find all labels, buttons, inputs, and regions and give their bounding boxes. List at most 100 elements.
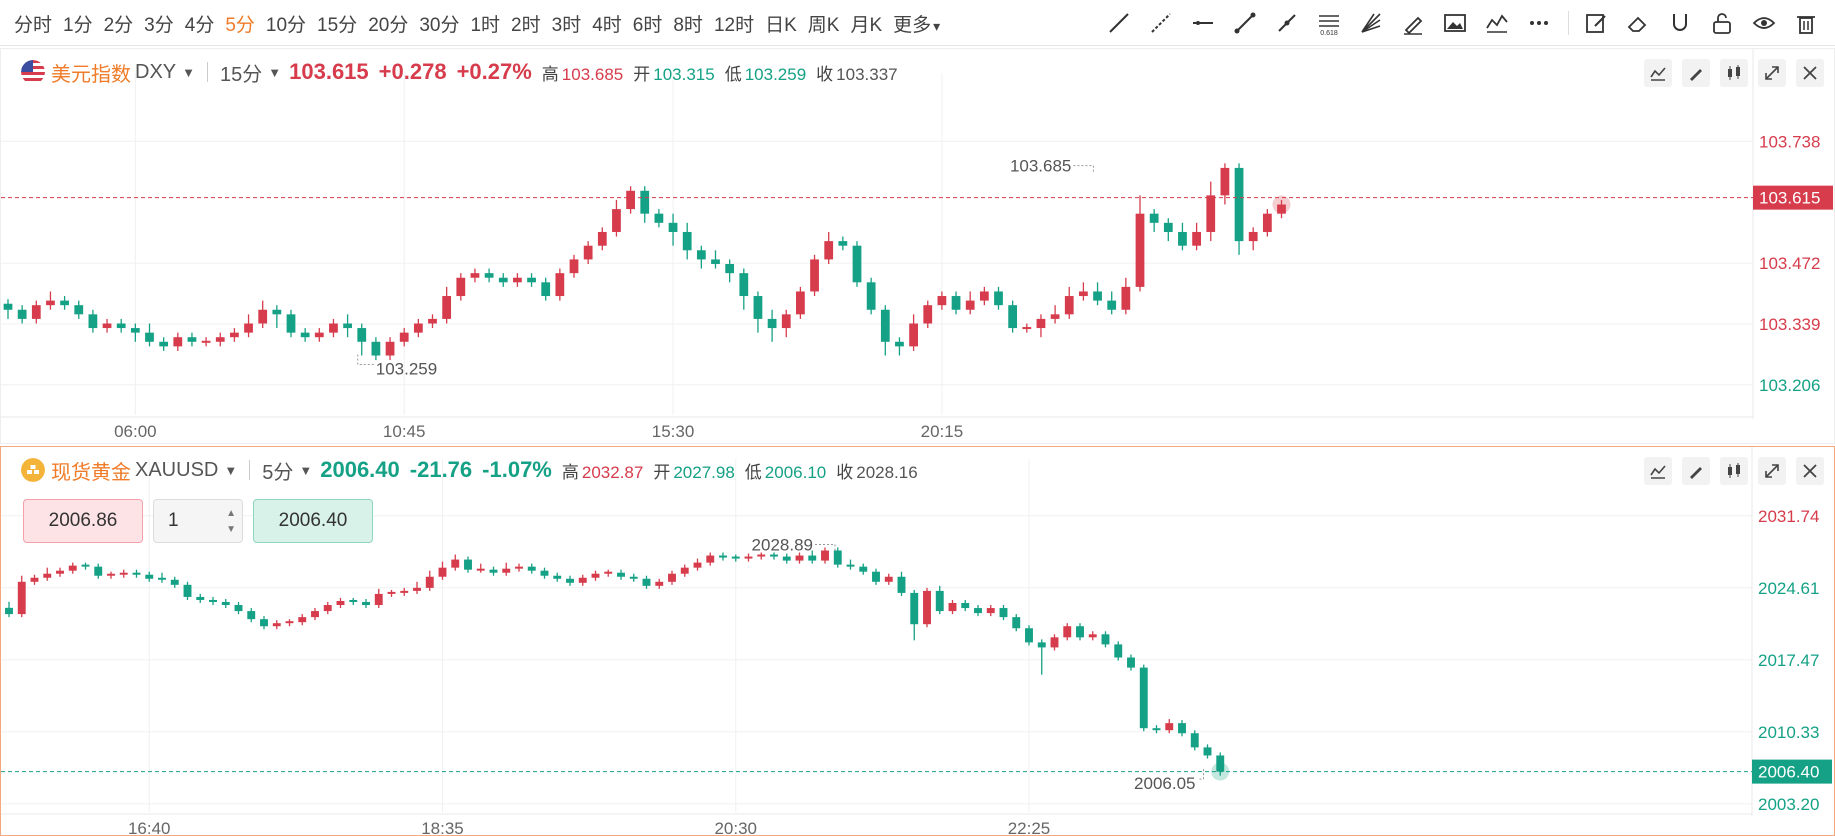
candle-body[interactable] bbox=[770, 554, 778, 557]
candle-body[interactable] bbox=[782, 556, 791, 561]
candle-body[interactable] bbox=[909, 323, 918, 347]
horizontal-line-icon[interactable] bbox=[1188, 8, 1218, 38]
edit-note-icon[interactable] bbox=[1581, 8, 1611, 38]
candle-body[interactable] bbox=[46, 300, 55, 306]
candle-body[interactable] bbox=[260, 619, 268, 627]
close-icon[interactable] bbox=[1796, 59, 1824, 87]
buy-button[interactable]: 2006.40 bbox=[253, 499, 373, 543]
candle-body[interactable] bbox=[68, 565, 77, 571]
candle-body[interactable] bbox=[696, 250, 706, 260]
trash-icon[interactable] bbox=[1791, 8, 1821, 38]
candle-body[interactable] bbox=[258, 309, 268, 324]
interval-10[interactable]: 1时 bbox=[470, 14, 501, 36]
candle-body[interactable] bbox=[1079, 291, 1088, 297]
candlestick-chart-xauusd[interactable]: 16:40 18:35 20:30 22:25 2031.74 2024.61 2017.4… bbox=[1, 447, 1833, 834]
candle-body[interactable] bbox=[94, 566, 103, 576]
candle-body[interactable] bbox=[1093, 291, 1102, 301]
candle-body[interactable] bbox=[629, 576, 638, 579]
candle-body[interactable] bbox=[470, 273, 480, 278]
candle-body[interactable] bbox=[597, 231, 607, 246]
candle-body[interactable] bbox=[502, 568, 511, 573]
interval-15[interactable]: 8时 bbox=[673, 14, 703, 36]
candle-body[interactable] bbox=[948, 602, 957, 612]
interval-4[interactable]: 4分 bbox=[184, 14, 215, 36]
candle-body[interactable] bbox=[1022, 327, 1032, 330]
candle-body[interactable] bbox=[17, 309, 27, 319]
candle-body[interactable] bbox=[866, 282, 876, 310]
candle-body[interactable] bbox=[60, 300, 69, 306]
instrument-name[interactable]: 美元指数 bbox=[51, 63, 131, 86]
candle-body[interactable] bbox=[852, 245, 862, 283]
instrument-symbol[interactable]: DXY bbox=[135, 60, 177, 83]
candle-body[interactable] bbox=[173, 337, 183, 347]
candle-body[interactable] bbox=[753, 296, 763, 319]
candle-body[interactable] bbox=[1192, 231, 1201, 246]
candle-body[interactable] bbox=[314, 332, 324, 338]
candle-body[interactable] bbox=[209, 599, 217, 602]
candle-body[interactable] bbox=[428, 318, 437, 324]
candle-body[interactable] bbox=[744, 556, 753, 559]
candle-body[interactable] bbox=[201, 340, 211, 343]
sell-button[interactable]: 2006.86 bbox=[23, 499, 143, 543]
candle-body[interactable] bbox=[43, 573, 52, 578]
quantity-stepper[interactable]: 1 ▲ ▼ bbox=[153, 499, 243, 543]
candle-body[interactable] bbox=[145, 332, 154, 342]
candle-body[interactable] bbox=[1178, 231, 1187, 246]
candle-body[interactable] bbox=[1012, 617, 1021, 629]
candle-body[interactable] bbox=[693, 562, 702, 568]
candle-body[interactable] bbox=[1190, 733, 1199, 748]
candle-body[interactable] bbox=[1135, 213, 1145, 287]
draw-pen-icon[interactable] bbox=[1682, 59, 1710, 87]
candle-body[interactable] bbox=[349, 599, 358, 602]
panel-interval[interactable]: 5分 bbox=[262, 461, 294, 484]
candle-body[interactable] bbox=[1036, 318, 1046, 329]
candle-body[interactable] bbox=[329, 323, 338, 333]
candle-body[interactable] bbox=[604, 571, 613, 574]
trend-line-icon[interactable] bbox=[1104, 8, 1134, 38]
candle-body[interactable] bbox=[923, 305, 933, 324]
candle-body[interactable] bbox=[810, 259, 819, 292]
interval-18[interactable]: 周K bbox=[807, 14, 840, 36]
parallel-line-icon[interactable] bbox=[1272, 8, 1302, 38]
interval-1[interactable]: 1分 bbox=[63, 14, 93, 36]
candle-body[interactable] bbox=[1107, 300, 1117, 310]
candle-body[interactable] bbox=[1277, 204, 1286, 214]
candle-body[interactable] bbox=[464, 559, 472, 570]
candle-body[interactable] bbox=[515, 566, 523, 569]
candle-body[interactable] bbox=[230, 332, 239, 338]
candle-body[interactable] bbox=[719, 555, 727, 558]
candle-body[interactable] bbox=[1220, 167, 1230, 196]
candle-body[interactable] bbox=[808, 555, 817, 561]
candle-body[interactable] bbox=[725, 264, 735, 274]
brush-icon[interactable] bbox=[1398, 8, 1428, 38]
candle-body[interactable] bbox=[910, 592, 919, 625]
chart-panel-dxy[interactable]: 06:00 10:45 15:30 20:15 103.738 103.472 103.33… bbox=[0, 48, 1835, 444]
instrument-symbol[interactable]: XAUUSD bbox=[135, 458, 219, 481]
interval-12[interactable]: 3时 bbox=[551, 14, 582, 36]
candle-body[interactable] bbox=[923, 590, 931, 625]
candle-body[interactable] bbox=[706, 555, 715, 563]
candle-body[interactable] bbox=[343, 323, 352, 329]
candle-body[interactable] bbox=[489, 569, 498, 573]
candle-body[interactable] bbox=[1163, 222, 1173, 232]
eraser-icon[interactable] bbox=[1623, 8, 1653, 38]
candle-body[interactable] bbox=[116, 323, 126, 329]
candle-body[interactable] bbox=[654, 213, 664, 223]
candle-body[interactable] bbox=[668, 222, 678, 232]
candle-body[interactable] bbox=[385, 341, 395, 356]
instrument-name[interactable]: 现货黄金 bbox=[51, 461, 131, 484]
interval-7[interactable]: 15分 bbox=[317, 14, 358, 36]
candle-body[interactable] bbox=[731, 556, 740, 559]
candle-body[interactable] bbox=[74, 305, 84, 315]
interval-5[interactable]: 5分 bbox=[225, 14, 255, 36]
candle-body[interactable] bbox=[272, 309, 282, 315]
candle-body[interactable] bbox=[1037, 642, 1046, 648]
candle-body[interactable] bbox=[158, 577, 166, 580]
candle-body[interactable] bbox=[795, 555, 804, 561]
candle-body[interactable] bbox=[244, 323, 253, 333]
interval-11[interactable]: 2时 bbox=[511, 14, 541, 36]
candle-body[interactable] bbox=[578, 577, 587, 583]
candle-body[interactable] bbox=[1050, 314, 1060, 319]
candle-body[interactable] bbox=[196, 596, 205, 600]
candle-body[interactable] bbox=[1114, 644, 1123, 658]
